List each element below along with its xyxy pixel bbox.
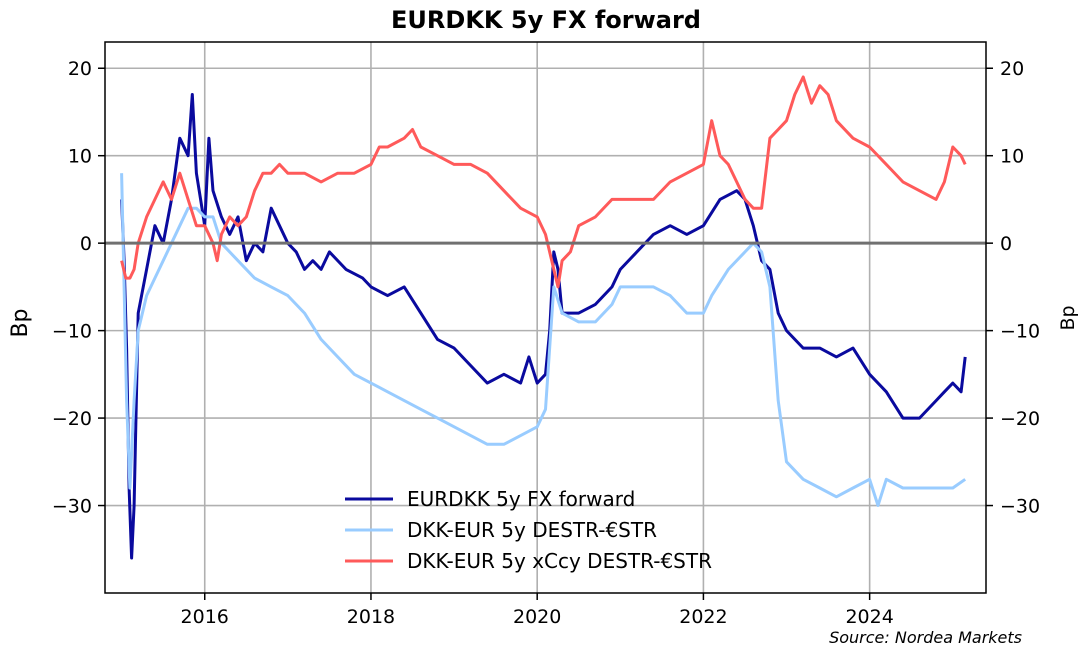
y-tick-label-left: 20	[68, 58, 92, 80]
x-tick-label: 2018	[347, 606, 395, 628]
plot-frame	[104, 41, 987, 594]
legend-label-2: DKK-EUR 5y DESTR-€STR	[407, 518, 657, 542]
y-tick-label-left: 0	[80, 233, 92, 255]
y-tick-label-right: 20	[1000, 58, 1024, 80]
series-lines	[120, 75, 967, 560]
y-tick-label-right: −20	[1000, 408, 1040, 430]
y-tick-label-left: −10	[52, 321, 92, 343]
y-tick-label-left: −30	[52, 496, 92, 518]
series-line-2	[120, 173, 967, 507]
y-tick-label-right: −30	[1000, 496, 1040, 518]
chart-title: EURDKK 5y FX forward	[391, 6, 701, 34]
y-tick-label-right: −10	[1000, 321, 1040, 343]
y-tick-label-left: −20	[52, 408, 92, 430]
y-tick-label-left: 10	[68, 146, 92, 168]
grid	[105, 42, 986, 593]
y-axis-label-left: Bp	[8, 308, 33, 337]
series-line-3	[120, 75, 967, 289]
legend-label-3: DKK-EUR 5y xCcy DESTR-€STR	[407, 549, 712, 573]
y-tick-label-right: 10	[1000, 146, 1024, 168]
source-note: Source: Nordea Markets	[829, 628, 1022, 647]
y-axis-label-right: Bp	[1057, 305, 1079, 330]
y-tick-label-right: 0	[1000, 233, 1012, 255]
x-tick-label: 2016	[181, 606, 229, 628]
legend: EURDKK 5y FX forward DKK-EUR 5y DESTR-€ST…	[345, 487, 712, 573]
legend-label-1: EURDKK 5y FX forward	[407, 487, 635, 511]
x-tick-label: 2022	[679, 606, 727, 628]
x-tick-label: 2020	[513, 606, 561, 628]
series-line-1	[120, 93, 967, 560]
x-tick-label: 2024	[845, 606, 893, 628]
